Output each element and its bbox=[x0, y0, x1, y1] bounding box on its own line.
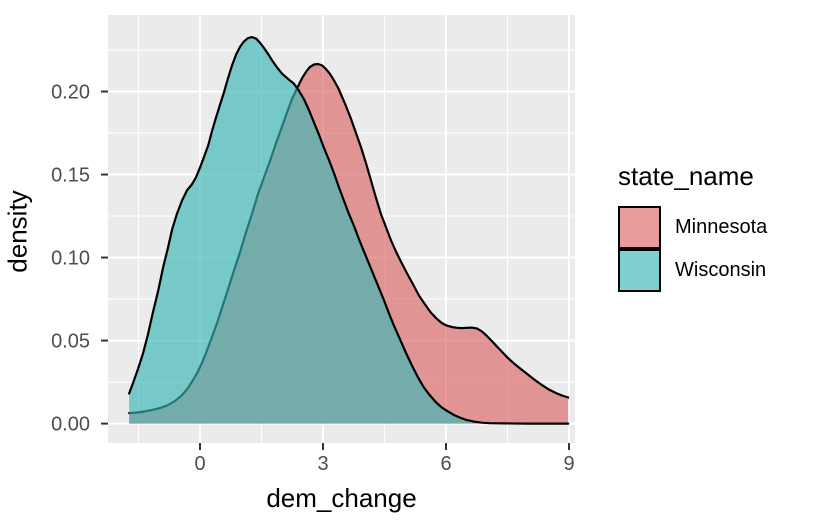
wisconsin-key-label: Wisconsin bbox=[675, 259, 767, 281]
x-tick-label: 9 bbox=[563, 453, 574, 475]
legend: state_name Minnesota Wisconsin bbox=[618, 161, 767, 292]
legend-item-minnesota: Minnesota bbox=[618, 206, 767, 249]
wisconsin-density-area bbox=[129, 37, 569, 424]
minnesota-key-swatch bbox=[618, 206, 661, 249]
minnesota-key-label: Minnesota bbox=[675, 216, 768, 238]
y-tick-label: 0.00 bbox=[51, 414, 90, 436]
y-tick-label: 0.05 bbox=[51, 331, 90, 353]
y-tick-label: 0.20 bbox=[51, 82, 90, 104]
legend-title: state_name bbox=[618, 161, 754, 191]
x-tick-label: 0 bbox=[194, 453, 205, 475]
wisconsin-key-swatch bbox=[618, 249, 661, 292]
wisconsin-density-outline bbox=[128, 36, 570, 425]
y-axis-title: density bbox=[2, 190, 33, 273]
x-tick-label: 6 bbox=[440, 453, 451, 475]
y-tick-label: 0.15 bbox=[51, 165, 90, 187]
legend-item-wisconsin: Wisconsin bbox=[618, 249, 767, 292]
y-tick-label: 0.10 bbox=[51, 248, 90, 270]
x-tick-label: 3 bbox=[317, 453, 328, 475]
x-axis-title: dem_change bbox=[266, 483, 417, 513]
